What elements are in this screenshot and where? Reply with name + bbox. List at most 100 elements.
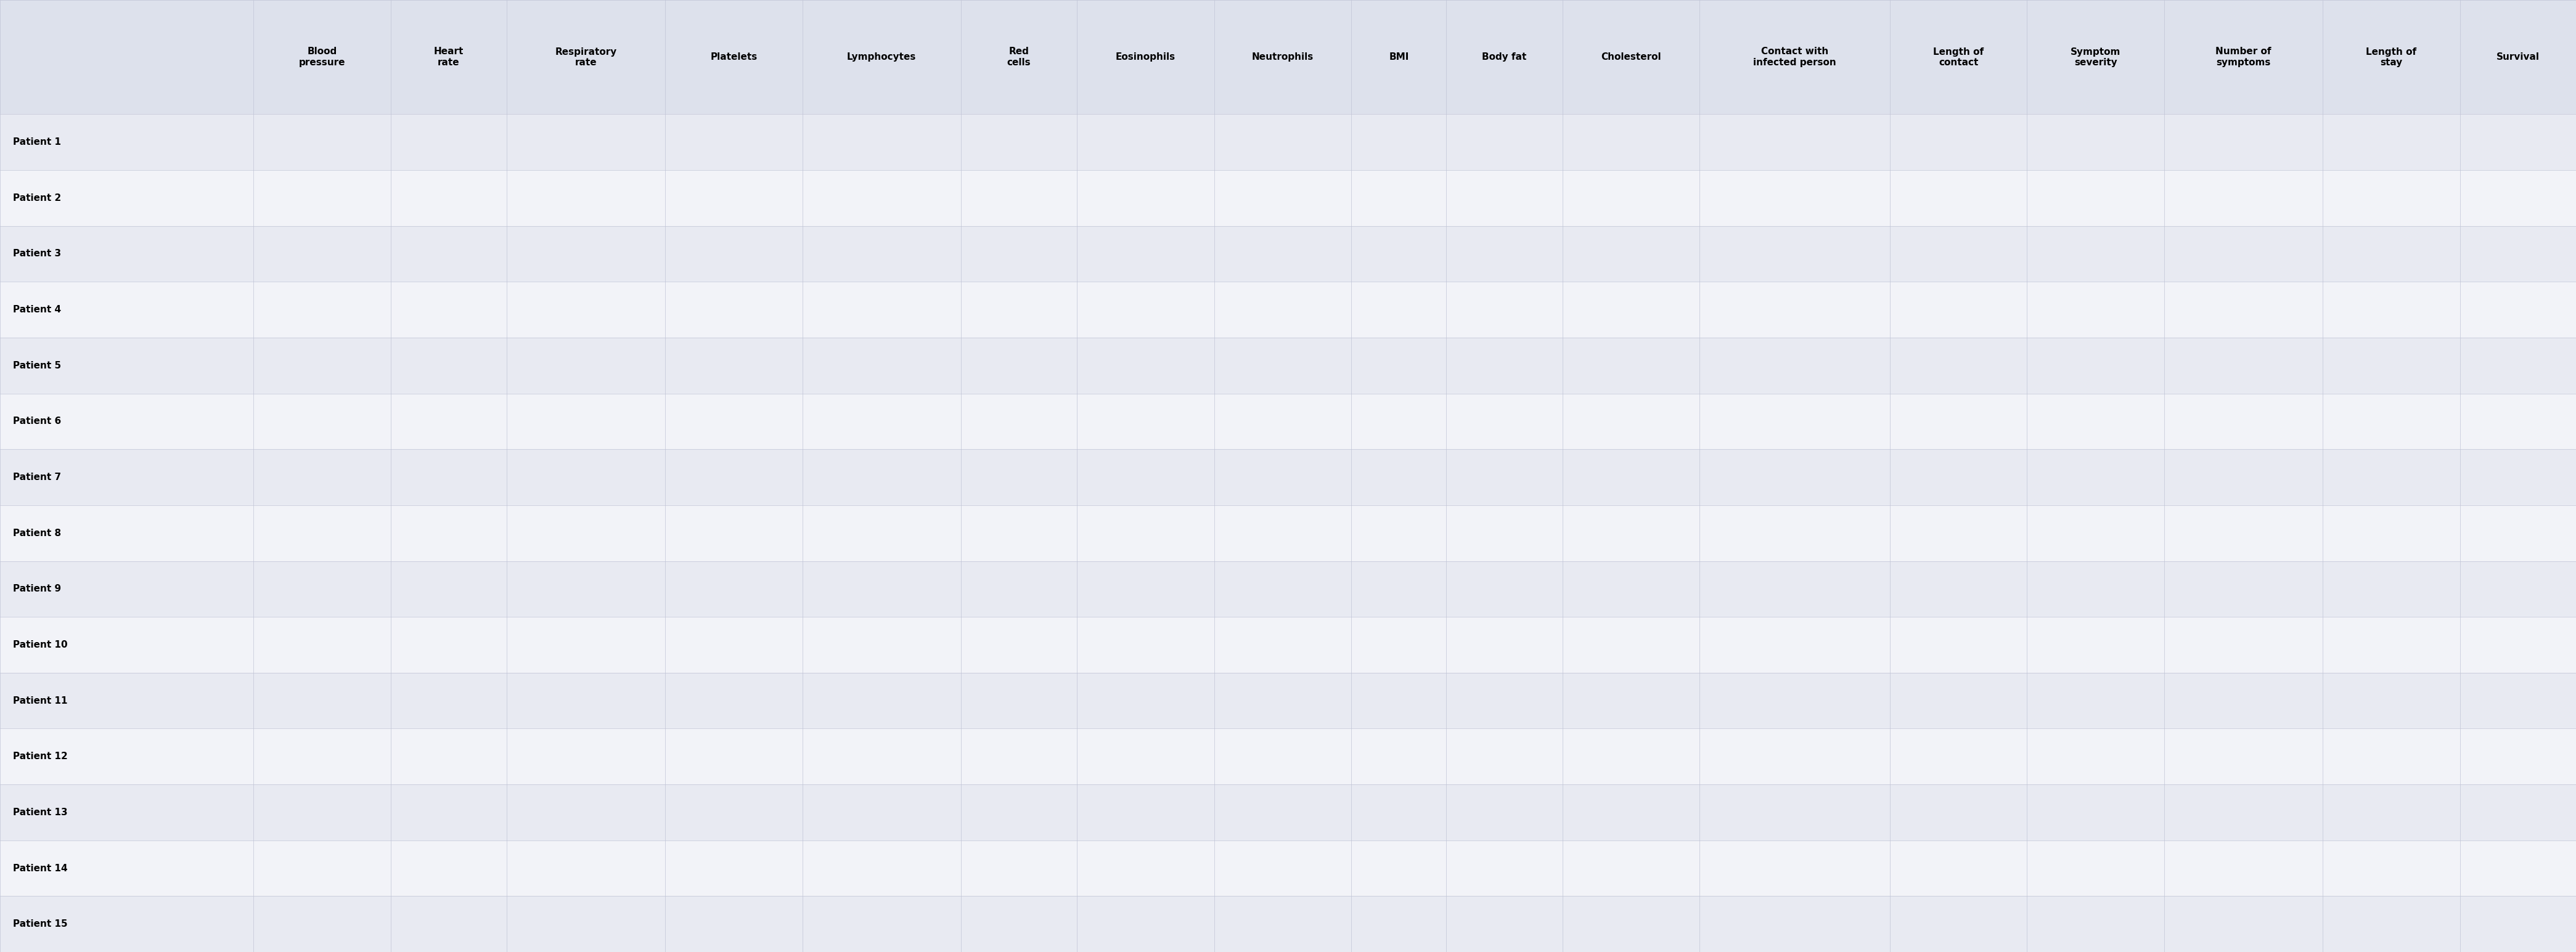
Text: Patient 14: Patient 14: [13, 863, 67, 873]
Bar: [2324, 393, 2460, 449]
Text: Patient 2: Patient 2: [13, 193, 62, 203]
Bar: [1564, 506, 1700, 561]
Bar: [392, 449, 507, 506]
Bar: [1700, 393, 1891, 449]
Bar: [507, 393, 665, 449]
Text: Cholesterol: Cholesterol: [1602, 52, 1662, 62]
Bar: [1352, 506, 1445, 561]
Bar: [2027, 338, 2164, 393]
Bar: [2027, 784, 2164, 841]
Bar: [2164, 506, 2324, 561]
Bar: [2027, 114, 2164, 170]
Bar: [801, 226, 961, 282]
Bar: [2164, 114, 2324, 170]
Bar: [1077, 226, 1213, 282]
Bar: [252, 170, 392, 226]
Bar: [507, 338, 665, 393]
Bar: [2324, 170, 2460, 226]
Text: Patient 12: Patient 12: [13, 752, 67, 762]
Bar: [2460, 114, 2576, 170]
Bar: [252, 896, 392, 952]
Bar: [665, 673, 801, 728]
Bar: [665, 506, 801, 561]
Bar: [1213, 617, 1352, 673]
Bar: [1564, 393, 1700, 449]
Bar: [665, 393, 801, 449]
Text: Neutrophils: Neutrophils: [1252, 52, 1314, 62]
Bar: [1445, 728, 1564, 784]
Bar: [961, 282, 1077, 338]
Bar: [2027, 449, 2164, 506]
Bar: [392, 226, 507, 282]
Bar: [2460, 841, 2576, 896]
Bar: [961, 393, 1077, 449]
Bar: [1564, 170, 1700, 226]
Bar: [801, 728, 961, 784]
Bar: [1891, 617, 2027, 673]
Bar: [1700, 617, 1891, 673]
Bar: [392, 282, 507, 338]
Bar: [2460, 226, 2576, 282]
Bar: [1213, 728, 1352, 784]
Text: Heart
rate: Heart rate: [433, 48, 464, 67]
Bar: [801, 561, 961, 617]
Bar: [2164, 449, 2324, 506]
Bar: [1564, 784, 1700, 841]
Bar: [0, 673, 252, 728]
Bar: [1700, 282, 1891, 338]
Bar: [1700, 561, 1891, 617]
Text: Patient 7: Patient 7: [13, 472, 62, 482]
Bar: [1445, 673, 1564, 728]
Bar: [252, 338, 392, 393]
Bar: [1213, 114, 1352, 170]
Bar: [0, 784, 252, 841]
Bar: [507, 170, 665, 226]
Bar: [961, 170, 1077, 226]
Bar: [1077, 896, 1213, 952]
Bar: [665, 784, 801, 841]
Bar: [1352, 841, 1445, 896]
Bar: [961, 561, 1077, 617]
Bar: [665, 449, 801, 506]
Bar: [0, 114, 252, 170]
Bar: [2460, 506, 2576, 561]
Text: Patient 11: Patient 11: [13, 696, 67, 705]
Bar: [665, 0, 801, 114]
Bar: [2460, 170, 2576, 226]
Bar: [2164, 617, 2324, 673]
Bar: [1700, 226, 1891, 282]
Bar: [1077, 617, 1213, 673]
Bar: [801, 114, 961, 170]
Bar: [0, 841, 252, 896]
Bar: [1891, 338, 2027, 393]
Bar: [1077, 506, 1213, 561]
Bar: [1564, 673, 1700, 728]
Text: Patient 8: Patient 8: [13, 528, 62, 538]
Bar: [392, 841, 507, 896]
Bar: [2027, 393, 2164, 449]
Bar: [1445, 282, 1564, 338]
Text: Eosinophils: Eosinophils: [1115, 52, 1175, 62]
Bar: [1352, 170, 1445, 226]
Bar: [1077, 784, 1213, 841]
Bar: [252, 561, 392, 617]
Bar: [0, 896, 252, 952]
Bar: [1352, 449, 1445, 506]
Bar: [2460, 393, 2576, 449]
Bar: [2027, 617, 2164, 673]
Bar: [2164, 896, 2324, 952]
Bar: [2164, 170, 2324, 226]
Bar: [392, 896, 507, 952]
Bar: [2324, 561, 2460, 617]
Bar: [2324, 226, 2460, 282]
Bar: [961, 673, 1077, 728]
Bar: [2027, 282, 2164, 338]
Text: BMI: BMI: [1388, 52, 1409, 62]
Text: Red
cells: Red cells: [1007, 48, 1030, 67]
Bar: [1352, 393, 1445, 449]
Bar: [1352, 561, 1445, 617]
Bar: [1700, 896, 1891, 952]
Bar: [801, 841, 961, 896]
Bar: [665, 114, 801, 170]
Bar: [252, 728, 392, 784]
